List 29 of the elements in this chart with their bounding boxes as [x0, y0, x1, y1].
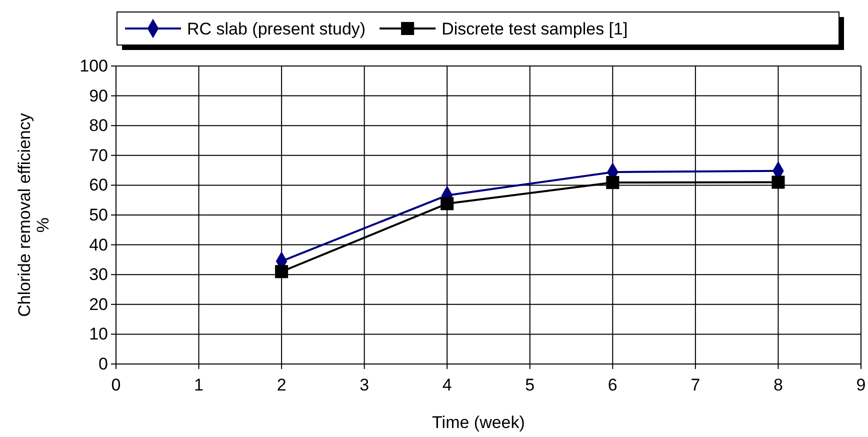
y-tick-label: 50 — [89, 205, 108, 224]
x-tick-label: 9 — [856, 376, 866, 395]
y-tick-label: 80 — [89, 116, 108, 136]
y-tick-label: 40 — [89, 235, 108, 254]
point — [606, 176, 620, 190]
y-tick-label: 0 — [98, 354, 108, 374]
x-tick-label: 2 — [276, 376, 286, 395]
x-tick-label: 8 — [773, 376, 783, 395]
legend-label: RC slab (present study) — [187, 20, 366, 38]
y-tick-label: 100 — [80, 56, 108, 76]
y-axis-title: Chloride removal efficiency % — [15, 112, 53, 317]
point — [440, 197, 454, 210]
legend-label: Discrete test samples [1] — [442, 20, 628, 38]
x-tick-label: 4 — [442, 376, 452, 395]
y-tick-label: 10 — [89, 324, 108, 344]
point — [772, 176, 785, 189]
y-tick-label: 30 — [89, 265, 108, 284]
x-tick-label: 5 — [525, 376, 535, 395]
x-tick-label: 7 — [690, 376, 700, 395]
x-tick-label: 0 — [111, 376, 121, 395]
y-tick-label: 20 — [89, 294, 108, 314]
y-tick-label: 70 — [89, 146, 108, 165]
x-tick-label: 6 — [608, 376, 618, 395]
x-axis-title: Time (week) — [432, 413, 525, 432]
y-tick-label: 90 — [89, 86, 108, 106]
y-tick-label: 60 — [89, 176, 108, 195]
x-tick-label: 3 — [360, 376, 370, 395]
x-tick-label: 1 — [194, 376, 204, 395]
point — [275, 265, 288, 278]
